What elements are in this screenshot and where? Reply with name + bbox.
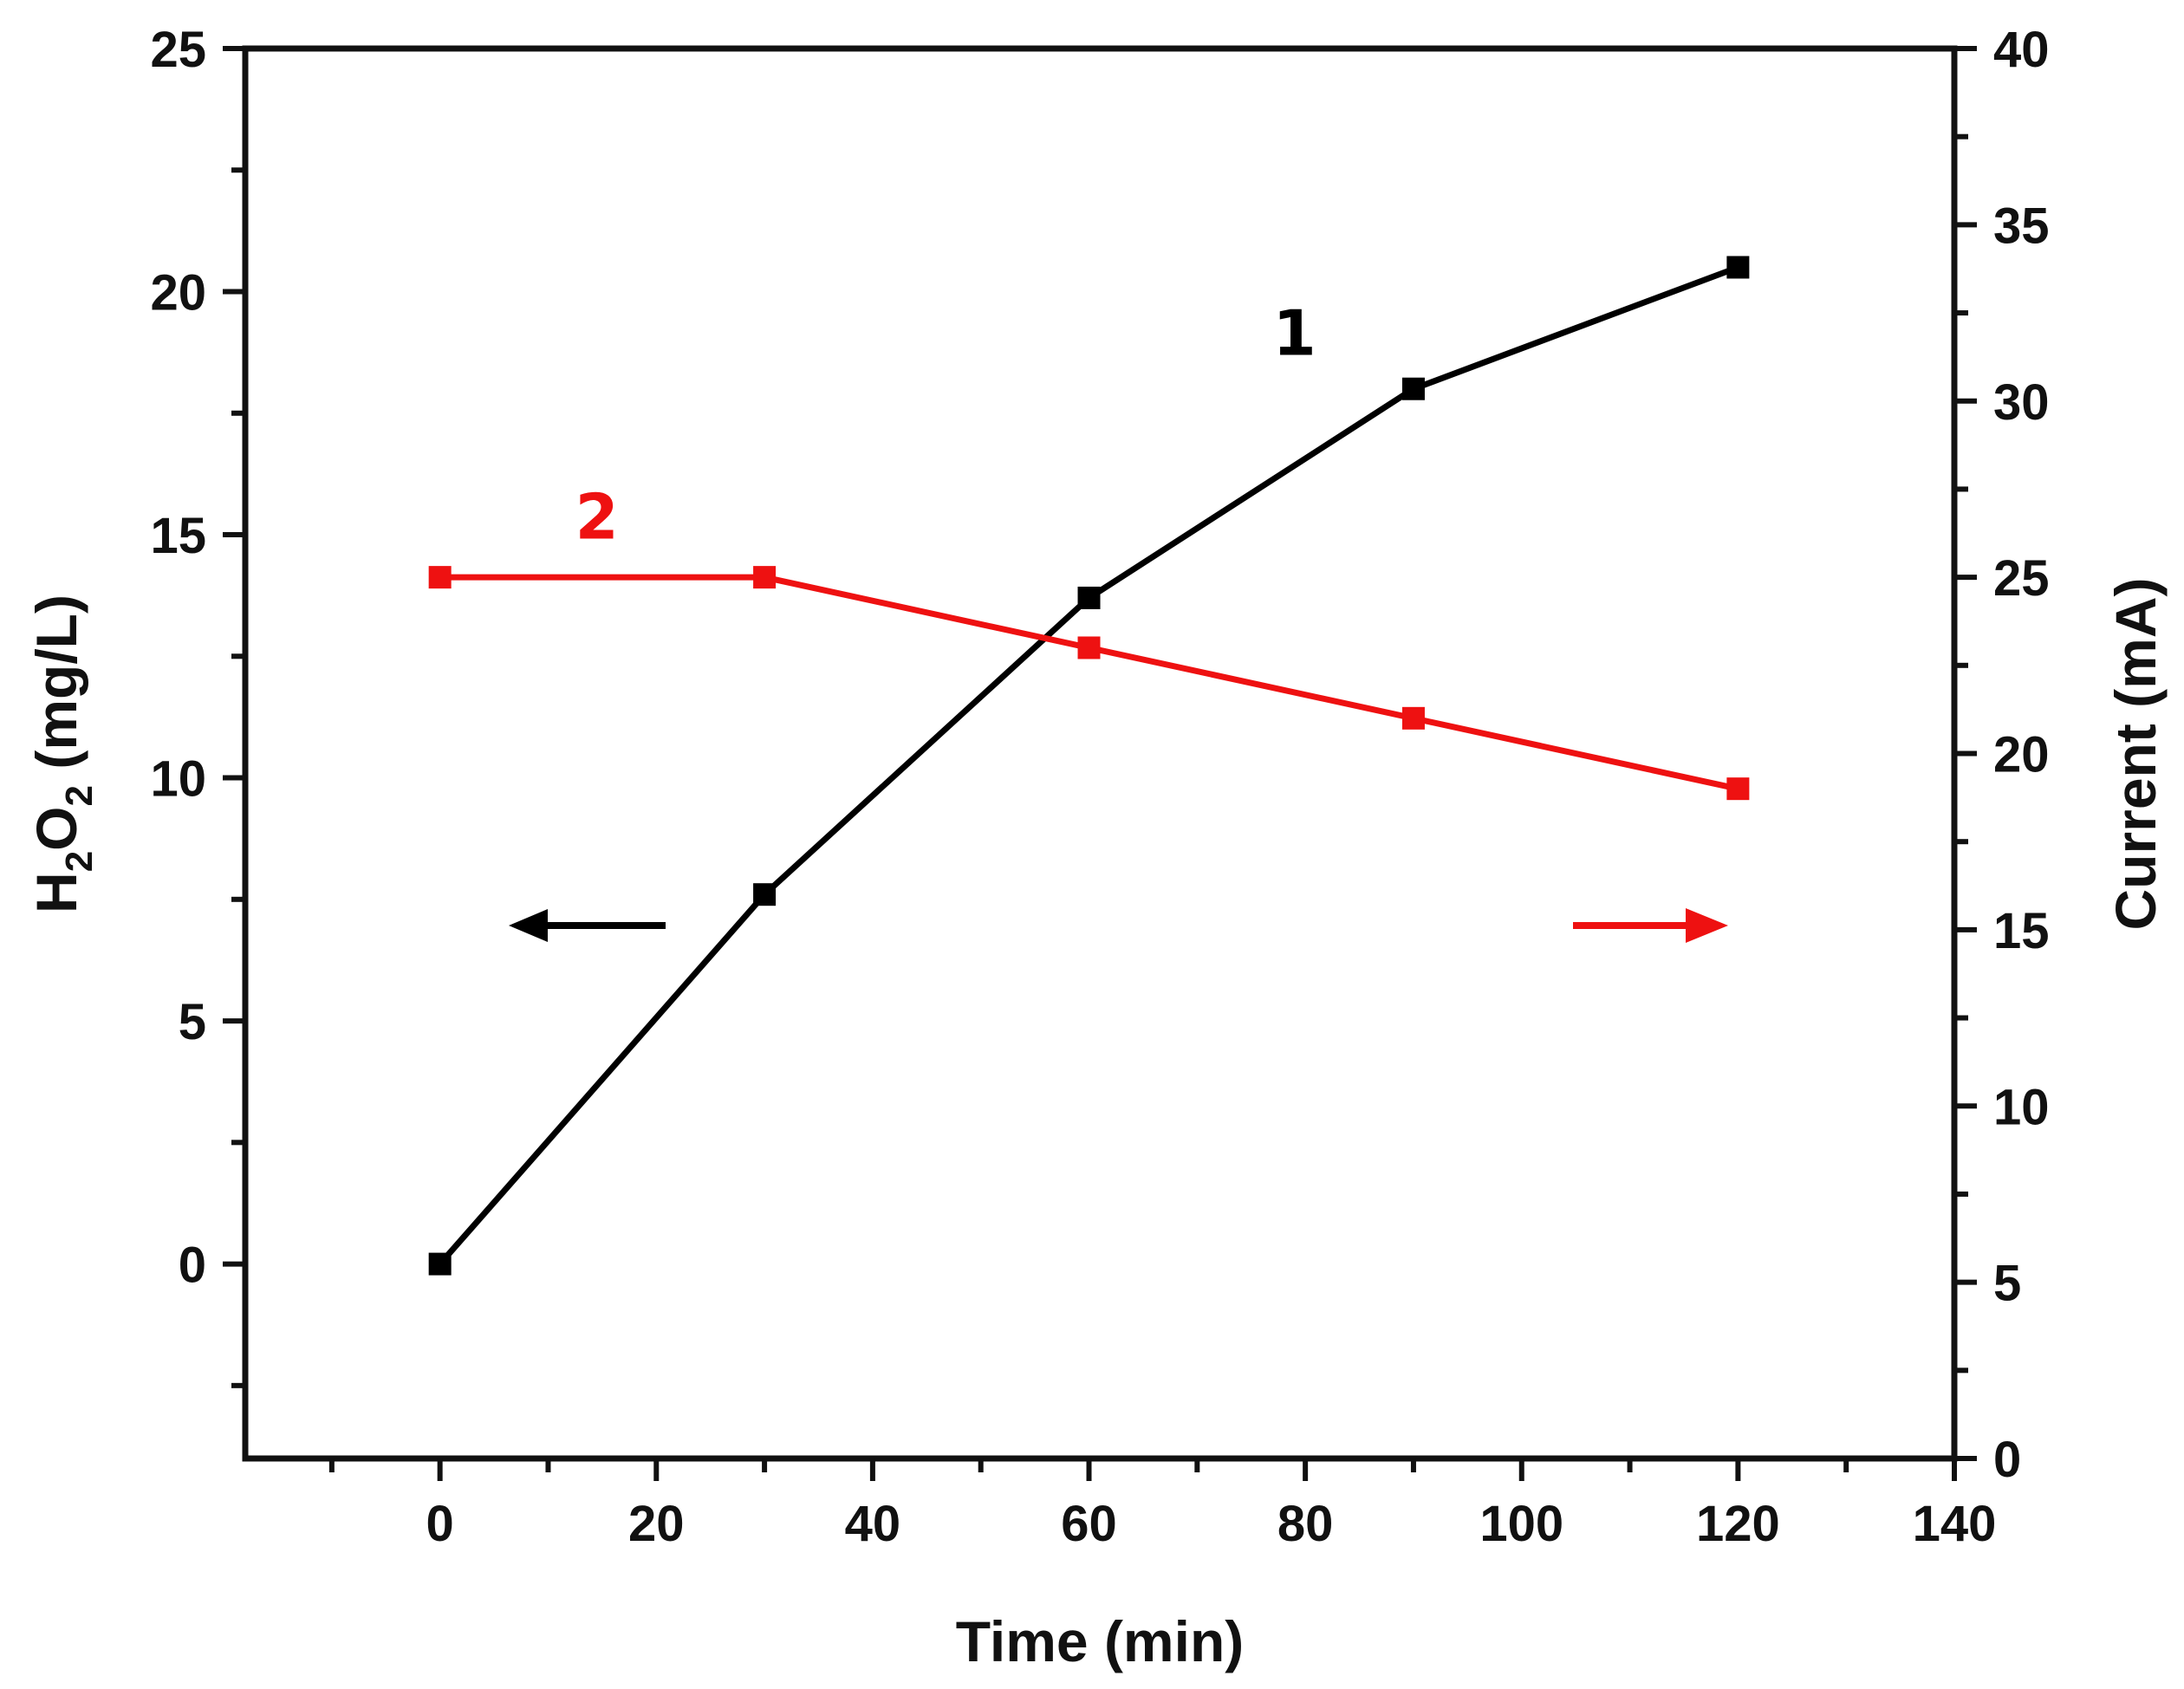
x-tick-label: 60 xyxy=(1061,1496,1117,1552)
plot-frame xyxy=(242,45,1958,1462)
series-2-point xyxy=(1077,636,1101,659)
y-left-tick-label: 0 xyxy=(179,1238,206,1294)
y-left-tick-label: 15 xyxy=(150,508,206,564)
y-right-tick-label: 0 xyxy=(1993,1432,2021,1488)
left-y-axis-title: H2O2 (mg/L) xyxy=(24,594,101,913)
left-y-axis-ticks: 0 5 10 15 20 25 xyxy=(150,22,245,1388)
series-2-point xyxy=(753,566,777,589)
series-1-label: 1 xyxy=(1273,296,1316,369)
y-left-tick-label: 10 xyxy=(150,751,206,808)
series-1-point xyxy=(428,1252,452,1276)
y-left-tick-label: 20 xyxy=(150,265,206,322)
series-layer: 12 xyxy=(428,256,1750,1276)
left-axis-arrow xyxy=(509,909,666,942)
y-right-tick-label: 35 xyxy=(1993,198,2050,254)
y-right-tick-label: 15 xyxy=(1993,903,2050,959)
y-right-tick-label: 40 xyxy=(1993,22,2050,78)
y-right-tick-label: 10 xyxy=(1993,1079,2050,1135)
y-left-tick-label: 25 xyxy=(150,22,206,78)
y-right-tick-label: 5 xyxy=(1993,1256,2021,1312)
x-tick-label: 140 xyxy=(1913,1496,1997,1552)
series-1-point xyxy=(1401,377,1425,400)
series-1-point xyxy=(1077,586,1101,609)
series-2-label: 2 xyxy=(575,480,619,553)
right-axis-arrow xyxy=(1573,908,1728,943)
series-1-line xyxy=(438,264,1739,1266)
series-2-point xyxy=(1401,706,1425,730)
right-y-axis-ticks: 0 5 10 15 20 25 30 35 40 xyxy=(1954,22,2050,1488)
series-2-point xyxy=(428,566,452,589)
y-right-tick-label: 30 xyxy=(1993,374,2050,431)
x-tick-label: 20 xyxy=(628,1496,685,1552)
x-axis-title: Time (min) xyxy=(956,1609,1244,1673)
series-2-point xyxy=(1726,777,1750,801)
x-tick-label: 80 xyxy=(1277,1496,1334,1552)
y-right-tick-label: 20 xyxy=(1993,727,2050,783)
x-tick-label: 100 xyxy=(1479,1496,1563,1552)
x-tick-label: 120 xyxy=(1696,1496,1780,1552)
y-left-tick-label: 5 xyxy=(179,994,206,1050)
x-tick-label: 40 xyxy=(845,1496,901,1552)
y-right-tick-label: 25 xyxy=(1993,550,2050,607)
series-1-point xyxy=(753,883,777,906)
right-y-axis-title: Current (mA) xyxy=(2103,578,2168,931)
x-tick-label: 0 xyxy=(426,1496,454,1552)
x-axis-ticks: 0 20 40 60 80 100 120 140 xyxy=(328,1458,1997,1552)
series-1-point xyxy=(1726,256,1750,279)
